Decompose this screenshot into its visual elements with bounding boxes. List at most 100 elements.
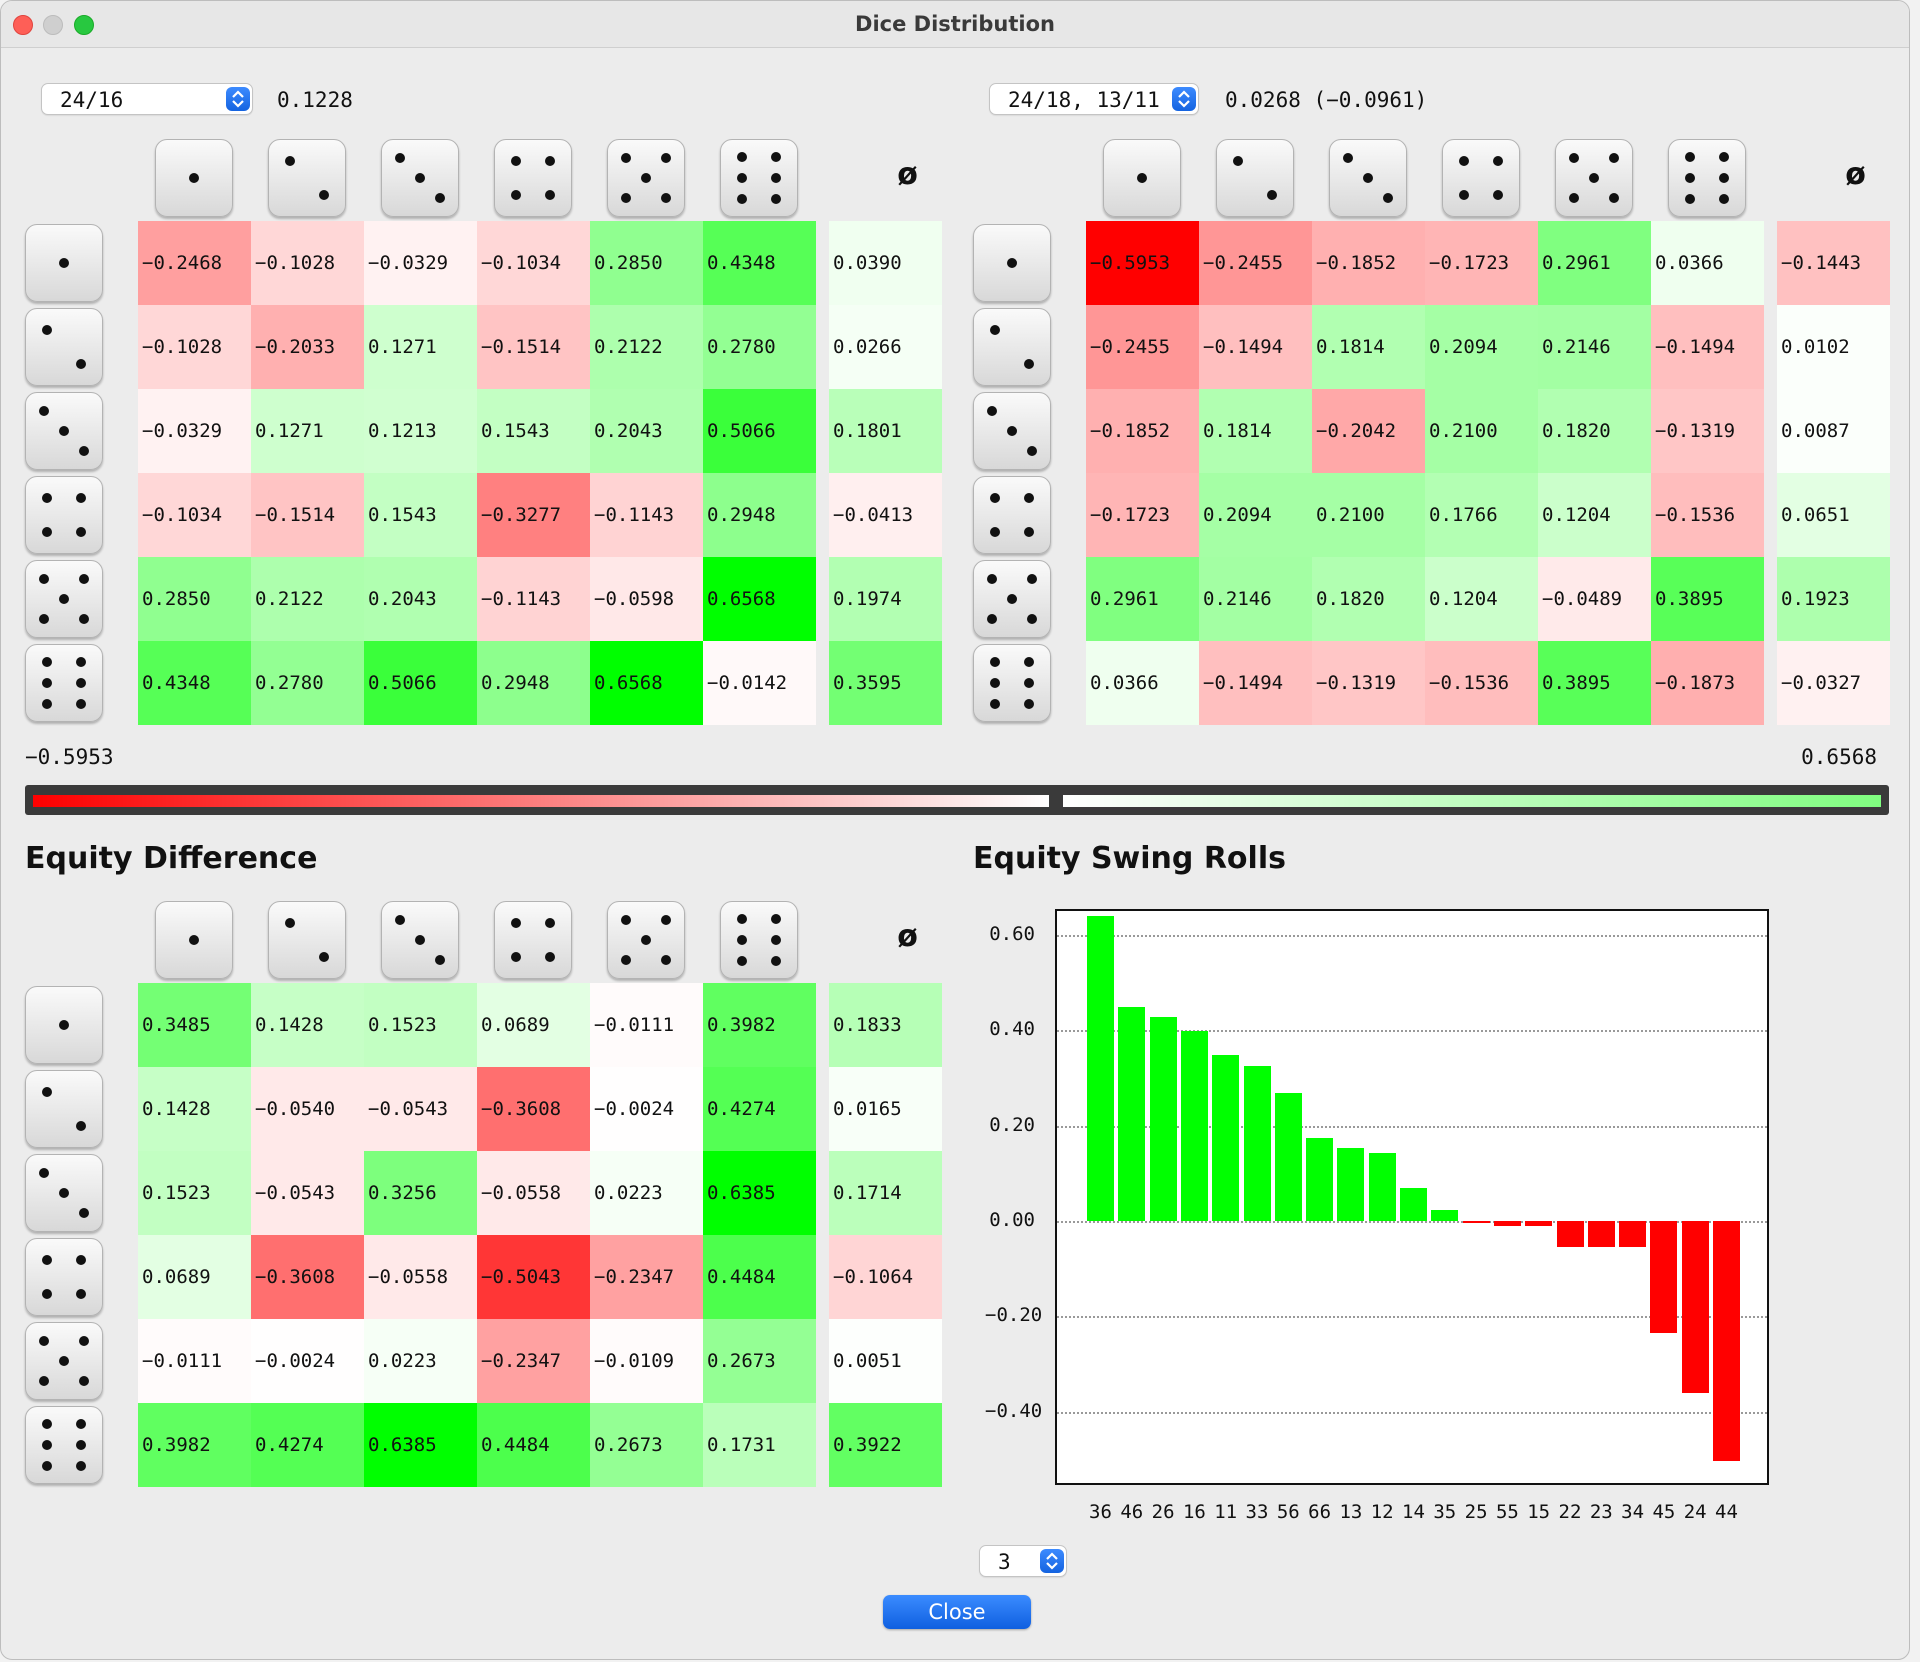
pip: [1233, 156, 1244, 167]
die-four-icon: [494, 901, 572, 979]
pip: [42, 1418, 53, 1429]
die-four-icon: [25, 1238, 103, 1316]
pip: [42, 656, 53, 667]
die-six-icon: [720, 901, 798, 979]
difference-matrix-cell: 0.4484: [703, 1235, 816, 1319]
die-six-icon: [720, 139, 798, 217]
right-matrix-cell: 0.1204: [1538, 473, 1651, 557]
pip: [770, 913, 781, 924]
pip: [511, 951, 522, 962]
pip: [621, 192, 632, 203]
pip: [1685, 151, 1696, 162]
pip: [1569, 153, 1580, 164]
pip: [737, 151, 748, 162]
difference-matrix-cell: 0.0689: [477, 983, 590, 1067]
die-three-icon: [381, 901, 459, 979]
x-tick-label: 66: [1308, 1501, 1332, 1523]
pip: [75, 1288, 86, 1299]
right-matrix-cell: −0.1536: [1651, 473, 1764, 557]
chart-gridline: [1057, 1125, 1767, 1128]
y-tick-label: −0.40: [985, 1399, 1043, 1422]
pip: [544, 156, 555, 167]
left-matrix-cell: −0.1034: [477, 221, 590, 305]
x-tick-label: 16: [1182, 1501, 1206, 1523]
pip: [770, 194, 781, 205]
left-matrix-cell: 0.2780: [703, 305, 816, 389]
difference-matrix-cell: 0.2673: [703, 1319, 816, 1403]
right-matrix-cell: −0.1319: [1651, 389, 1764, 473]
bar-22: [1556, 1220, 1584, 1247]
left-matrix-cell: −0.0329: [364, 221, 477, 305]
pip: [78, 574, 89, 585]
pip: [511, 918, 522, 929]
right-matrix-cell: 0.2100: [1425, 389, 1538, 473]
difference-matrix-cell: 0.1428: [251, 983, 364, 1067]
difference-matrix-cell: 0.4484: [477, 1403, 590, 1487]
pip: [641, 173, 651, 183]
difference-matrix-cell: 0.6385: [703, 1151, 816, 1235]
left-matrix-cell: 0.2850: [590, 221, 703, 305]
pip: [39, 1168, 50, 1179]
difference-matrix-cell: 0.3485: [138, 983, 251, 1067]
zoom-window-button[interactable]: [74, 15, 94, 35]
pip: [621, 153, 632, 164]
bar-26: [1149, 1017, 1177, 1221]
minimize-window-button[interactable]: [43, 15, 63, 35]
right-matrix-cell: 0.0366: [1651, 221, 1764, 305]
left-matrix-cell: 0.2948: [703, 473, 816, 557]
pip: [59, 1356, 69, 1366]
pip: [660, 954, 671, 965]
left-matrix-cell: 0.4348: [138, 641, 251, 725]
pip: [39, 1336, 50, 1347]
pip: [42, 1461, 53, 1472]
chart-gridline: [1057, 1220, 1767, 1223]
left-matrix-cell: 0.2948: [477, 641, 590, 725]
left-matrix-cell: −0.1028: [138, 305, 251, 389]
left-matrix-cell: −0.1514: [477, 305, 590, 389]
pip: [1685, 173, 1696, 183]
difference-matrix-average-cell: 0.0051: [829, 1319, 942, 1403]
pip: [39, 1375, 50, 1386]
pip: [1266, 189, 1277, 200]
pip: [1007, 426, 1017, 436]
pip: [75, 1440, 86, 1450]
difference-matrix-cell: −0.0540: [251, 1067, 364, 1151]
left-matrix-average-cell: 0.0390: [829, 221, 942, 305]
right-matrix-average-cell: −0.1443: [1777, 221, 1890, 305]
pip: [318, 951, 329, 962]
pip: [987, 613, 998, 624]
right-matrix-cell: 0.1766: [1425, 473, 1538, 557]
chart-gridline: [1057, 1411, 1767, 1414]
left-move-select[interactable]: 24/16: [41, 83, 253, 115]
updown-chevron-icon: [1040, 1549, 1064, 1573]
difference-matrix-average-cell: −0.1064: [829, 1235, 942, 1319]
left-matrix-average-cell: 0.0266: [829, 305, 942, 389]
die-five-icon: [25, 560, 103, 638]
bar-46: [1118, 1007, 1146, 1221]
pip: [1459, 189, 1470, 200]
difference-matrix-cell: 0.3256: [364, 1151, 477, 1235]
right-matrix-average-cell: 0.0102: [1777, 305, 1890, 389]
pip: [59, 1020, 69, 1030]
close-button[interactable]: Close: [883, 1595, 1031, 1629]
pip: [1137, 173, 1147, 183]
left-matrix-cell: 0.5066: [703, 389, 816, 473]
die-five-icon: [607, 139, 685, 217]
pip: [1007, 258, 1017, 268]
pip: [189, 935, 199, 945]
x-tick-label: 46: [1120, 1501, 1144, 1523]
difference-matrix-cell: −0.3608: [477, 1067, 590, 1151]
right-move-select[interactable]: 24/18, 13/11: [989, 83, 1199, 115]
difference-matrix-cell: 0.0689: [138, 1235, 251, 1319]
difference-matrix-average-cell: 0.1833: [829, 983, 942, 1067]
x-tick-label: 35: [1433, 1501, 1457, 1523]
pip: [1459, 156, 1470, 167]
difference-matrix-cell: −0.0111: [138, 1319, 251, 1403]
die-two-icon: [268, 139, 346, 217]
right-matrix-cell: −0.5953: [1086, 221, 1199, 305]
count-select[interactable]: 3: [979, 1545, 1067, 1577]
pip: [990, 678, 1001, 688]
close-window-button[interactable]: [13, 15, 33, 35]
swing-chart-plot: [1055, 909, 1769, 1485]
bar-56: [1274, 1093, 1302, 1221]
